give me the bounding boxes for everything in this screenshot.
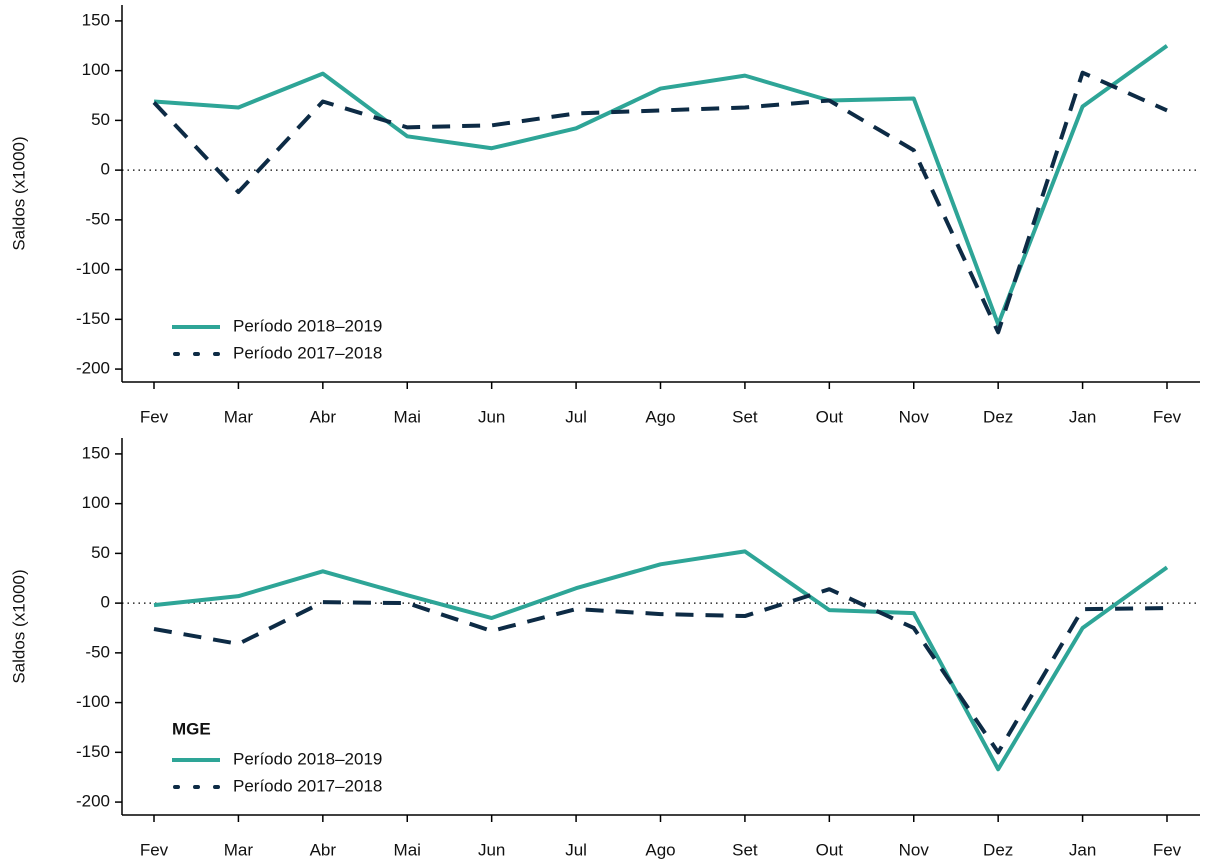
series-line	[153, 587, 1168, 755]
x-tick-label: Jan	[1069, 840, 1096, 859]
x-tick-label: Fev	[1153, 407, 1182, 426]
x-tick-label: Abr	[310, 840, 337, 859]
y-tick-label: 0	[101, 160, 110, 179]
y-tick-label: 100	[82, 493, 110, 512]
y-tick-label: 50	[91, 543, 110, 562]
legend-label: Período 2017–2018	[233, 343, 382, 362]
x-tick-label: Dez	[983, 407, 1013, 426]
series-line	[153, 549, 1169, 772]
x-tick-label: Mar	[224, 407, 254, 426]
legend-title: MGE	[172, 719, 211, 738]
x-tick-label: Ago	[645, 407, 675, 426]
x-tick-label: Fev	[140, 840, 169, 859]
series-line	[153, 44, 1169, 327]
y-tick-label: -50	[85, 209, 110, 228]
x-tick-label: Fev	[140, 407, 169, 426]
x-tick-label: Ago	[645, 840, 675, 859]
x-tick-label: Fev	[1153, 840, 1182, 859]
y-tick-label: -150	[76, 309, 110, 328]
x-tick-label: Mai	[394, 840, 421, 859]
x-tick-label: Jul	[565, 840, 587, 859]
x-tick-label: Mar	[224, 840, 254, 859]
x-tick-label: Out	[816, 407, 844, 426]
y-tick-label: -100	[76, 692, 110, 711]
series-line	[152, 70, 1168, 335]
x-tick-label: Dez	[983, 840, 1013, 859]
y-tick-label: -200	[76, 359, 110, 378]
y-tick-label: -100	[76, 259, 110, 278]
x-tick-label: Jun	[478, 407, 505, 426]
y-axis-label: Saldos (x1000)	[9, 136, 28, 250]
y-tick-label: 0	[101, 593, 110, 612]
x-tick-label: Jan	[1069, 407, 1096, 426]
x-tick-label: Mai	[394, 407, 421, 426]
y-axis-label: Saldos (x1000)	[9, 569, 28, 683]
x-tick-label: Nov	[899, 840, 930, 859]
x-tick-label: Jul	[565, 407, 587, 426]
x-tick-label: Nov	[899, 407, 930, 426]
y-tick-label: -150	[76, 742, 110, 761]
y-tick-label: 50	[91, 110, 110, 129]
legend-label: Período 2017–2018	[233, 776, 382, 795]
y-tick-label: -200	[76, 792, 110, 811]
y-tick-label: 100	[82, 60, 110, 79]
y-tick-label: 150	[82, 443, 110, 462]
x-tick-label: Set	[732, 407, 758, 426]
x-tick-label: Jun	[478, 840, 505, 859]
y-tick-label: 150	[82, 10, 110, 29]
legend-label: Período 2018–2019	[233, 316, 382, 335]
legend-label: Período 2018–2019	[233, 749, 382, 768]
y-tick-label: -50	[85, 642, 110, 661]
x-tick-label: Out	[816, 840, 844, 859]
x-tick-label: Set	[732, 840, 758, 859]
x-tick-label: Abr	[310, 407, 337, 426]
